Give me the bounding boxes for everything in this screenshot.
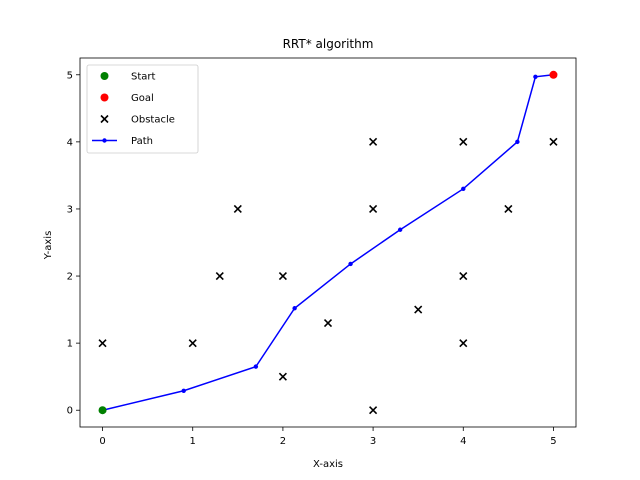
legend-label: Goal — [131, 93, 154, 104]
start-point — [98, 406, 107, 415]
obstacle-point — [459, 271, 468, 281]
obstacle-point — [459, 339, 468, 348]
x-tick-label: 3 — [370, 436, 376, 447]
legend-label: Path — [131, 136, 153, 147]
x-axis-label: X-axis — [313, 459, 343, 470]
axes-frame — [79, 57, 577, 428]
y-axis-label: Y-axis — [43, 231, 54, 261]
obstacle-point — [233, 204, 242, 214]
obstacle-point — [504, 204, 513, 214]
obstacle-point — [188, 339, 197, 348]
obstacle-point — [459, 137, 468, 146]
path-point — [397, 227, 403, 232]
legend: Start Goal Obstacle Path — [86, 64, 199, 154]
x-tick-label: 0 — [99, 436, 105, 447]
obstacle-point — [278, 372, 287, 381]
obstacle-point — [369, 137, 378, 146]
y-tick-label: 4 — [67, 137, 73, 148]
path-point — [533, 74, 538, 79]
obstacle-point — [549, 137, 558, 146]
chart-title: RRT* algorithm — [283, 37, 374, 51]
path-point — [515, 139, 520, 145]
obstacle-point — [369, 204, 378, 214]
path-point — [102, 138, 107, 143]
goal-point — [549, 70, 558, 79]
legend-entry: Goal — [100, 93, 154, 104]
x-tick-label: 1 — [190, 436, 196, 447]
x-tick-label: 2 — [280, 436, 286, 447]
legend-entry: Obstacle — [100, 114, 175, 126]
x-tick-label: 5 — [550, 436, 556, 447]
obstacle-point — [98, 339, 107, 348]
path-point — [292, 306, 297, 311]
x-tick-label: 4 — [460, 436, 466, 447]
y-tick-label: 1 — [67, 339, 73, 350]
legend-entry: Path — [92, 136, 153, 147]
obstacle-point — [215, 271, 224, 281]
goal-point — [100, 93, 109, 102]
y-tick-label: 2 — [67, 272, 73, 283]
axis-ticks: 0 1 2 3 4 5 0 1 2 3 4 5 — [67, 70, 557, 447]
legend-box — [86, 64, 199, 154]
legend-label: Start — [131, 72, 156, 83]
obstacle-point — [414, 305, 423, 314]
data-marks — [98, 70, 558, 415]
path-point — [181, 388, 186, 393]
legend-entry: Start — [100, 72, 156, 83]
start-point — [100, 72, 109, 80]
obstacle-point — [100, 114, 109, 124]
path-point — [461, 186, 466, 192]
path-point — [253, 364, 259, 369]
y-tick-label: 0 — [67, 406, 73, 417]
obstacle-point — [278, 271, 287, 281]
obstacle-point — [369, 406, 378, 415]
obstacle-point — [323, 318, 333, 328]
y-tick-label: 5 — [67, 70, 73, 81]
path-line — [102, 74, 554, 411]
legend-label: Obstacle — [131, 115, 175, 126]
path-point — [348, 261, 353, 267]
y-tick-label: 3 — [67, 204, 73, 215]
